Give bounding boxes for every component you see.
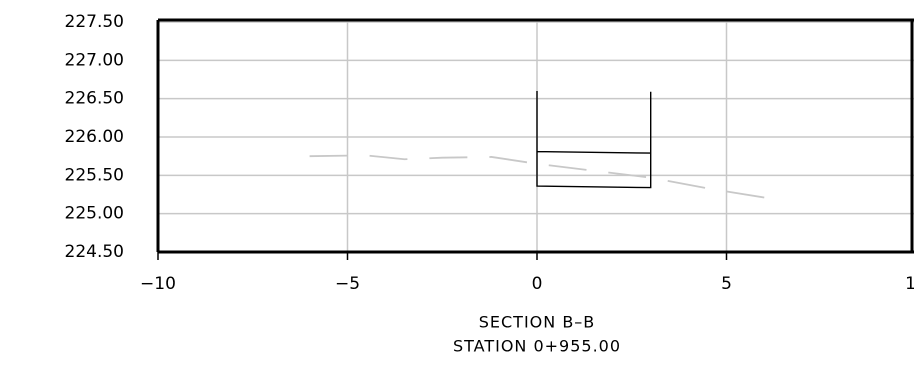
x-tick-label: 5	[721, 274, 732, 294]
x-tick-label: 10	[905, 274, 914, 294]
series-line	[309, 154, 765, 199]
chart-subtitle: SECTION B–B	[479, 313, 596, 332]
chart-title: STATION 0+955.00	[453, 337, 621, 356]
series-line	[536, 91, 652, 189]
y-tick-label: 226.50	[65, 89, 124, 109]
y-tick-label: 227.00	[65, 50, 124, 70]
y-tick-label: 226.00	[65, 127, 124, 147]
y-tick-label: 225.50	[65, 165, 124, 185]
y-tick-label: 225.00	[65, 204, 124, 224]
x-tick-label: −10	[140, 274, 176, 294]
x-tick-label: −5	[335, 274, 360, 294]
y-tick-label: 224.50	[65, 242, 124, 262]
x-tick-label: 0	[532, 274, 543, 294]
y-tick-label: 227.50	[65, 12, 124, 32]
